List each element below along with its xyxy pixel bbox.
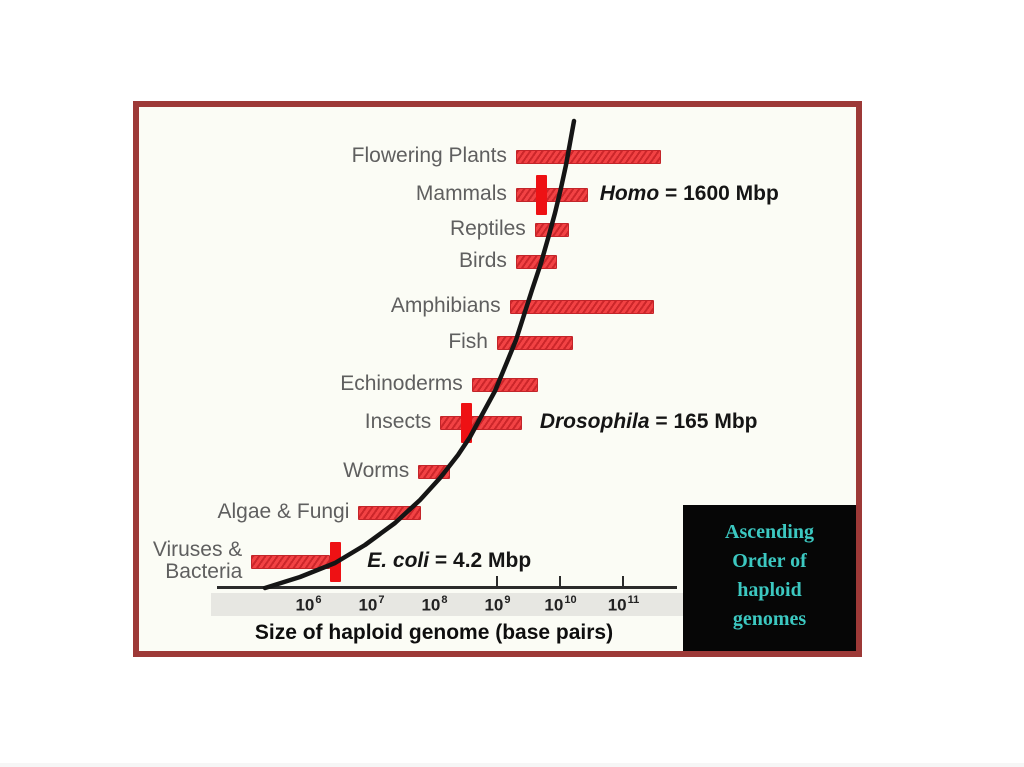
organism-label: Reptiles (449, 217, 526, 240)
tick-base: 10 (358, 595, 378, 615)
genome-range-bar (509, 300, 655, 314)
model-organism-marker (330, 542, 342, 582)
x-axis-tick-label: 106 (286, 594, 330, 616)
tick-exponent: 6 (315, 594, 322, 606)
organism-label: Viruses & Bacteria (152, 538, 243, 583)
model-organism-marker (461, 403, 473, 443)
annotation-species-name: Homo (599, 182, 660, 205)
tick-base: 10 (295, 595, 315, 615)
tick-base: 10 (421, 595, 441, 615)
annotation-value: = 4.2 Mbp (429, 549, 532, 572)
genome-range-bar (515, 188, 589, 202)
genome-size-annotation: Homo = 1600 Mbp (600, 182, 779, 206)
note-line: haploid (737, 579, 802, 601)
genome-range-bar (471, 378, 538, 392)
genome-size-annotation: Drosophila = 165 Mbp (540, 410, 758, 434)
ascending-order-note: Ascending Order of haploid genomes (683, 505, 856, 651)
organism-label: Worms (343, 459, 410, 482)
x-axis-tick-label: 1010 (538, 594, 582, 616)
genome-range-bar (358, 506, 422, 520)
tick-exponent: 10 (564, 594, 577, 606)
organism-label: Flowering Plants (351, 144, 507, 167)
genome-range-bar (251, 555, 331, 569)
organism-label: Amphibians (390, 294, 501, 317)
note-line: Ascending (725, 521, 814, 543)
tick-exponent: 8 (441, 594, 448, 606)
ticks-layer: 106 107 108 109 1010 1011 (139, 107, 856, 651)
axis-label-band (211, 593, 683, 616)
organism-label: Echinoderms (340, 372, 463, 395)
tick-base: 10 (607, 595, 627, 615)
note-line: Order of (732, 550, 807, 572)
annotation-species-name: E. coli (367, 549, 430, 572)
genome-size-annotation: E. coli = 4.2 Mbp (367, 549, 531, 573)
x-axis-tick-mark (622, 576, 624, 586)
x-axis-title: Size of haploid genome (base pairs) (254, 621, 614, 644)
x-axis-tick-label: 108 (412, 594, 456, 616)
tick-exponent: 7 (378, 594, 385, 606)
organism-label: Fish (448, 330, 488, 353)
annotation-value: = 1600 Mbp (659, 182, 779, 205)
genome-range-bar (515, 150, 661, 164)
model-organism-marker (536, 175, 548, 215)
genome-range-bar (515, 255, 557, 269)
organism-label: Mammals (415, 182, 507, 205)
organism-label: Birds (459, 249, 507, 272)
genome-range-bar (497, 336, 573, 350)
organism-label: Insects (364, 410, 432, 433)
annotation-species-name: Drosophila (539, 410, 650, 433)
chart-frame: Flowering Plants Mammals Homo = 1600 Mbp Re… (133, 101, 862, 657)
x-axis-tick-label: 109 (475, 594, 519, 616)
genome-range-bar (440, 416, 523, 430)
annotation-value: = 165 Mbp (649, 410, 758, 433)
organism-label: Algae & Fungi (217, 500, 350, 523)
tick-base: 10 (484, 595, 504, 615)
tick-base: 10 (544, 595, 564, 615)
genome-range-bar (418, 465, 450, 479)
x-axis-tick-label: 107 (349, 594, 393, 616)
slide-bottom-edge (0, 763, 1024, 767)
tick-exponent: 9 (504, 594, 511, 606)
x-axis-tick-label: 1011 (601, 594, 645, 616)
note-line: genomes (732, 608, 807, 630)
genome-range-bar (534, 223, 570, 237)
tick-exponent: 11 (627, 594, 640, 606)
